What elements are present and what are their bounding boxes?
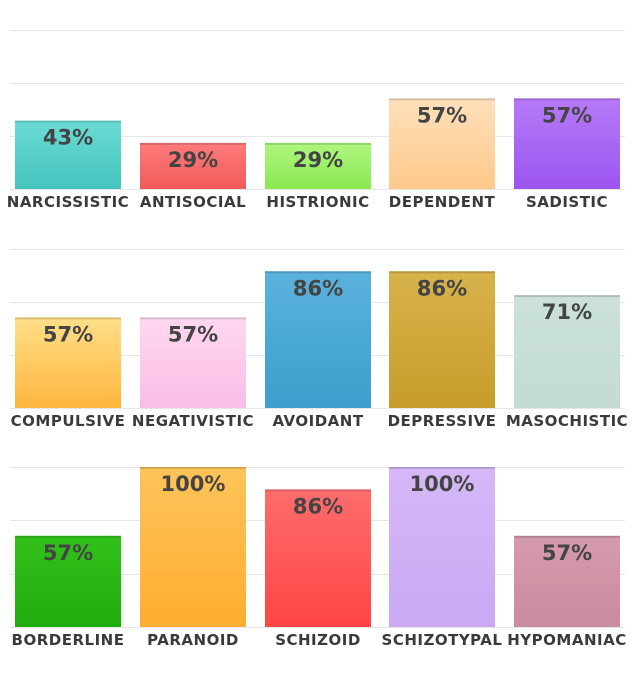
category-label-avoidant: AVOIDANT [272, 412, 363, 430]
value-label-schizotypal: 100% [410, 472, 475, 496]
category-label-histrionic: HISTRIONIC [266, 193, 369, 211]
value-label-schizoid: 86% [293, 494, 343, 518]
bar-top-edge [265, 142, 371, 145]
value-label-borderline: 57% [43, 541, 93, 565]
chart-panel-1: 43% NARCISSISTIC 29% ANTISOCIAL 29% HISTRIONI… [7, 30, 625, 211]
value-label-dependent: 57% [417, 103, 467, 127]
category-label-narcissistic: NARCISSISTIC [7, 193, 129, 211]
category-label-sadistic: SADISTIC [526, 193, 608, 211]
bar-histrionic [265, 142, 371, 189]
bar-top-edge [389, 467, 495, 469]
bar-paranoid [140, 467, 246, 627]
value-label-negativistic: 57% [168, 322, 218, 346]
bar-schizoid [265, 489, 371, 627]
bar-schizotypal [389, 467, 495, 627]
category-label-paranoid: PARANOID [147, 631, 239, 649]
bar-depressive [389, 271, 495, 408]
value-label-sadistic: 57% [542, 103, 592, 127]
category-label-compulsive: COMPULSIVE [11, 412, 126, 430]
chart-panel-2: 57% COMPULSIVE 57% NEGATIVISTIC 86% AVOIDANT 8… [10, 249, 628, 430]
bar-top-edge [514, 535, 620, 538]
category-label-depressive: DEPRESSIVE [388, 412, 497, 430]
category-label-negativistic: NEGATIVISTIC [132, 412, 254, 430]
category-label-masochistic: MASOCHISTIC [506, 412, 628, 430]
chart-panel-3: 57% BORDERLINE 100% PARANOID 86% SCHIZOID 100%… [10, 467, 626, 649]
value-label-hypomaniac: 57% [542, 541, 592, 565]
bar-top-edge [15, 535, 121, 538]
bar-narcissistic [15, 120, 121, 189]
category-label-antisocial: ANTISOCIAL [140, 193, 246, 211]
bar-top-edge [389, 271, 495, 274]
bar-top-edge [140, 142, 246, 145]
category-label-schizoid: SCHIZOID [275, 631, 361, 649]
bar-negativistic [140, 317, 246, 408]
category-label-schizotypal: SCHIZOTYPAL [382, 631, 503, 649]
bar-avoidant [265, 271, 371, 408]
bar-top-edge [265, 271, 371, 274]
bar-sadistic [514, 98, 620, 189]
bar-top-edge [140, 317, 246, 320]
bar-top-edge [140, 467, 246, 469]
bar-top-edge [514, 98, 620, 101]
value-label-histrionic: 29% [293, 148, 343, 172]
value-label-antisocial: 29% [168, 148, 218, 172]
bar-hypomaniac [514, 535, 620, 627]
bar-borderline [15, 535, 121, 627]
bar-top-edge [265, 489, 371, 492]
bar-dependent [389, 98, 495, 189]
value-label-compulsive: 57% [43, 322, 93, 346]
bar-antisocial [140, 142, 246, 189]
category-label-borderline: BORDERLINE [12, 631, 125, 649]
value-label-depressive: 86% [417, 276, 467, 300]
bar-top-edge [15, 120, 121, 123]
value-label-narcissistic: 43% [43, 126, 93, 150]
bar-top-edge [514, 295, 620, 298]
category-label-hypomaniac: HYPOMANIAC [507, 631, 626, 649]
bar-top-edge [389, 98, 495, 101]
value-label-paranoid: 100% [161, 472, 226, 496]
bar-top-edge [15, 317, 121, 320]
value-label-avoidant: 86% [293, 276, 343, 300]
category-label-dependent: DEPENDENT [389, 193, 496, 211]
bar-compulsive [15, 317, 121, 408]
bar-masochistic [514, 295, 620, 408]
value-label-masochistic: 71% [542, 300, 592, 324]
